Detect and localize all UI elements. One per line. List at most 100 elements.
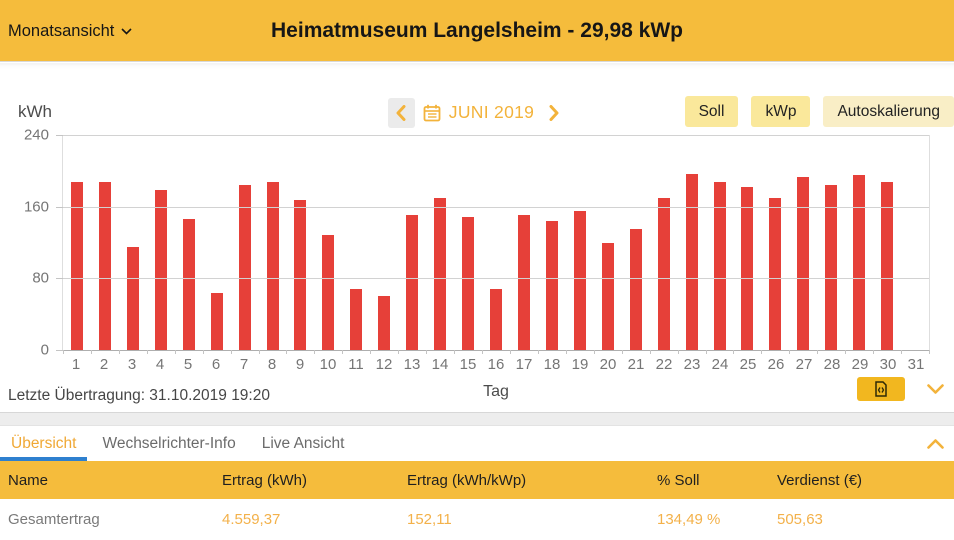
bar-day-6[interactable]: [210, 292, 223, 350]
bar-day-26[interactable]: [769, 197, 782, 350]
bar-day-28[interactable]: [825, 185, 838, 350]
bar-slot-2: [91, 135, 119, 350]
collapse-chart-button[interactable]: [922, 377, 948, 401]
bar-day-10[interactable]: [322, 235, 335, 350]
x-axis-label-26: 26: [767, 356, 785, 373]
x-axis-tick-7: [258, 350, 260, 354]
chevron-left-icon: [396, 104, 406, 121]
bar-day-24[interactable]: [713, 182, 726, 350]
tab-1[interactable]: Wechselrichter-Info: [102, 434, 236, 452]
y-axis-label-0: 0: [40, 341, 49, 359]
bar-day-25[interactable]: [741, 186, 754, 350]
bar-day-8[interactable]: [266, 182, 279, 350]
bar-day-2[interactable]: [98, 182, 111, 350]
y-axis-tick-0: [56, 350, 63, 351]
gridline-240: [63, 135, 929, 136]
bar-slot-15: [454, 135, 482, 350]
column-header-2: Ertrag (kWh/kWp): [407, 471, 527, 489]
bar-day-13[interactable]: [406, 214, 419, 350]
bar-day-29[interactable]: [853, 175, 866, 350]
collapse-panel-button[interactable]: [921, 426, 949, 461]
x-axis-tick-26: [789, 350, 791, 354]
column-header-1: Ertrag (kWh): [222, 471, 308, 489]
tabs-list: Übersicht Wechselrichter-Info Live Ansicht: [0, 426, 355, 461]
bar-day-23[interactable]: [685, 173, 698, 350]
tabs-row: Übersicht Wechselrichter-Info Live Ansicht: [0, 426, 954, 461]
section-divider: [0, 412, 954, 426]
y-axis-label-240: 240: [23, 126, 49, 144]
x-axis-label-6: 6: [211, 356, 221, 373]
bar-day-19[interactable]: [573, 211, 586, 350]
bar-slot-10: [314, 135, 342, 350]
x-axis-tick-5: [202, 350, 204, 354]
bar-day-30[interactable]: [881, 182, 894, 350]
x-axis-label-16: 16: [487, 356, 505, 373]
bar-day-4[interactable]: [154, 189, 167, 350]
x-axis-label-30: 30: [879, 356, 897, 373]
x-axis-tick-27: [817, 350, 819, 354]
bar-slot-31: [901, 135, 929, 350]
bar-day-16[interactable]: [490, 289, 503, 350]
bar-day-21[interactable]: [629, 229, 642, 350]
x-axis-tick-15: [482, 350, 484, 354]
bar-slot-25: [734, 135, 762, 350]
x-axis-tick-1: [90, 350, 92, 354]
bar-day-3[interactable]: [126, 246, 139, 350]
x-axis-tick-18: [565, 350, 567, 354]
bar-day-7[interactable]: [238, 185, 251, 350]
table-row-0: Gesamtertrag 4.559,37 152,11 134,49 % 505,63: [0, 499, 954, 540]
x-axis-label-17: 17: [515, 356, 533, 373]
chevron-down-icon: [121, 27, 132, 35]
bar-slot-22: [650, 135, 678, 350]
cell-0-4: 505,63: [777, 511, 823, 528]
bar-day-20[interactable]: [601, 242, 614, 350]
x-axis-label-24: 24: [711, 356, 729, 373]
kwp-toggle-button[interactable]: kWp: [751, 96, 811, 127]
page-title: Heimatmuseum Langelsheim - 29,98 kWp: [271, 19, 683, 42]
x-axis-label-29: 29: [851, 356, 869, 373]
bar-day-12[interactable]: [378, 296, 391, 350]
chevron-right-icon: [549, 104, 559, 121]
bar-day-9[interactable]: [294, 200, 307, 350]
period-label: JUNI 2019: [448, 102, 535, 122]
x-axis-label-27: 27: [795, 356, 813, 373]
tab-2[interactable]: Live Ansicht: [261, 434, 345, 452]
bar-slot-18: [538, 135, 566, 350]
bar-day-1[interactable]: [70, 181, 83, 350]
view-selector-dropdown[interactable]: Monatsansicht: [8, 0, 132, 62]
y-axis-tick-240: [56, 135, 63, 136]
bar-day-5[interactable]: [182, 219, 195, 350]
bar-slot-12: [370, 135, 398, 350]
bar-slot-4: [147, 135, 175, 350]
bars-container: [63, 135, 929, 350]
x-axis-label-1: 1: [71, 356, 81, 373]
next-month-button[interactable]: [542, 98, 566, 128]
bar-day-11[interactable]: [350, 289, 363, 350]
last-transmission-status: Letzte Übertragung: 31.10.2019 19:20: [8, 387, 270, 404]
bar-slot-21: [622, 135, 650, 350]
bar-slot-29: [845, 135, 873, 350]
x-axis-label-10: 10: [319, 356, 337, 373]
soll-toggle-button[interactable]: Soll: [684, 96, 739, 127]
autoscale-toggle-button[interactable]: Autoskalierung: [823, 96, 954, 127]
tab-0[interactable]: Übersicht: [0, 426, 88, 461]
export-report-button[interactable]: [857, 377, 905, 401]
bar-day-17[interactable]: [517, 214, 530, 350]
bar-day-22[interactable]: [657, 197, 670, 350]
y-axis-label-160: 160: [23, 198, 49, 216]
x-axis-tick-4: [174, 350, 176, 354]
bar-day-15[interactable]: [462, 216, 475, 350]
previous-month-button[interactable]: [387, 97, 415, 128]
bar-day-27[interactable]: [797, 177, 810, 350]
x-axis-label-28: 28: [823, 356, 841, 373]
x-axis-tick-0: [63, 350, 64, 354]
x-axis-tick-8: [286, 350, 288, 354]
x-axis-tick-11: [370, 350, 372, 354]
gridline-160: [63, 206, 929, 208]
bar-day-18[interactable]: [545, 221, 558, 350]
x-axis-tick-25: [761, 350, 763, 354]
bar-day-14[interactable]: [434, 197, 447, 350]
chevron-up-icon: [926, 438, 944, 449]
column-header-0: Name: [8, 471, 49, 489]
bar-slot-13: [398, 135, 426, 350]
